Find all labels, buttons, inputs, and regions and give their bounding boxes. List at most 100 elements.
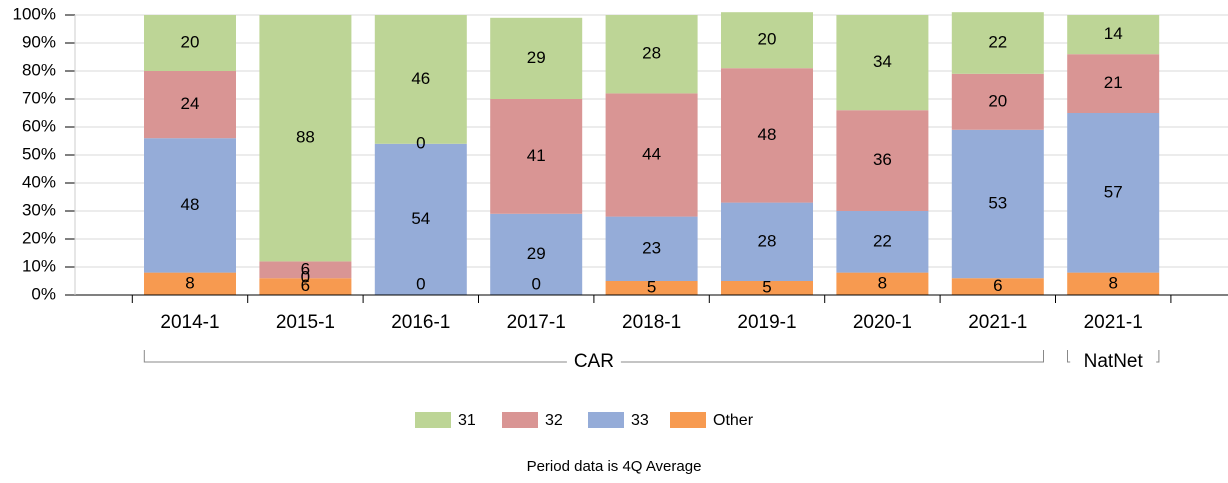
bar-segment <box>605 93 698 217</box>
bar-segment <box>721 68 813 203</box>
data-label: 57 <box>1104 182 1123 201</box>
group-label: NatNet <box>1084 351 1144 372</box>
data-label: 8 <box>878 273 887 292</box>
bar-segment <box>951 129 1044 279</box>
data-label: 22 <box>873 231 892 250</box>
bar-segment <box>605 216 698 281</box>
y-tick-label: 50% <box>22 144 56 163</box>
bar-segment <box>490 99 583 214</box>
data-label: 36 <box>873 150 892 169</box>
data-label: 6 <box>301 276 310 295</box>
x-tick-label: 2020-1 <box>853 312 912 333</box>
data-label: 14 <box>1104 24 1123 43</box>
x-tick-label: 2019-1 <box>737 312 796 333</box>
y-tick-label: 100% <box>13 4 56 23</box>
legend-label: 31 <box>458 412 476 429</box>
data-label: 28 <box>642 44 661 63</box>
bar-segment <box>144 138 236 273</box>
bar-segment <box>1067 54 1160 113</box>
bar-segment <box>836 15 929 111</box>
bar-segment <box>144 15 236 71</box>
y-tick-label: 60% <box>22 116 56 135</box>
bar-segment <box>605 15 698 94</box>
data-label: 46 <box>411 69 430 88</box>
legend-swatch <box>588 412 624 428</box>
y-tick-label: 80% <box>22 60 56 79</box>
bar-segment <box>490 17 583 99</box>
legend-swatch <box>670 412 706 428</box>
data-label: 34 <box>873 52 892 71</box>
y-tick-label: 0% <box>31 284 56 303</box>
y-tick-label: 40% <box>22 172 56 191</box>
bar-segment <box>951 278 1044 295</box>
data-label: 24 <box>181 94 200 113</box>
data-label: 20 <box>758 30 777 49</box>
bar-segment <box>836 211 929 273</box>
x-tick-label: 2021-1 <box>1084 312 1143 333</box>
data-label: 8 <box>1108 273 1117 292</box>
data-label: 29 <box>527 244 546 263</box>
x-tick-label: 2017-1 <box>507 312 566 333</box>
legend-label: Other <box>713 412 754 429</box>
data-label: 88 <box>296 128 315 147</box>
data-label: 8 <box>185 273 194 292</box>
legend-label: 33 <box>631 412 649 429</box>
bar-segment <box>836 272 929 295</box>
bar-segment <box>951 12 1044 74</box>
data-label: 5 <box>647 277 656 296</box>
x-tick-label: 2015-1 <box>276 312 335 333</box>
bar-segment <box>144 272 236 295</box>
data-label: 29 <box>527 48 546 67</box>
y-tick-label: 90% <box>22 32 56 51</box>
footnote: Period data is 4Q Average <box>527 458 702 475</box>
bar-segment <box>1067 113 1160 273</box>
y-tick-label: 70% <box>22 88 56 107</box>
bar-segment <box>721 202 813 281</box>
bar-segment <box>144 71 236 139</box>
data-label: 48 <box>181 195 200 214</box>
data-label: 20 <box>988 91 1007 110</box>
x-tick-label: 2018-1 <box>622 312 681 333</box>
bar-segment <box>605 281 698 295</box>
y-tick-label: 10% <box>22 256 56 275</box>
data-label: 6 <box>993 276 1002 295</box>
group-bracket <box>143 350 1044 363</box>
bar-segment <box>374 143 467 295</box>
group-label: CAR <box>574 351 614 372</box>
data-label: 20 <box>181 32 200 51</box>
bar-segment <box>1067 15 1160 55</box>
data-label: 0 <box>416 274 425 293</box>
bar-segment <box>259 261 352 279</box>
data-label: 22 <box>988 32 1007 51</box>
data-label: 28 <box>758 231 777 250</box>
data-label: 21 <box>1104 73 1123 92</box>
x-tick-label: 2014-1 <box>160 312 219 333</box>
bar-segment <box>721 12 813 69</box>
group-bracket <box>1067 350 1160 363</box>
data-label: 48 <box>758 125 777 144</box>
legend-swatch <box>502 412 538 428</box>
data-label: 0 <box>416 133 425 152</box>
data-label: 0 <box>301 268 310 287</box>
data-label: 23 <box>642 238 661 257</box>
bar-segment <box>374 15 467 144</box>
data-label: 54 <box>411 209 430 228</box>
data-label: 41 <box>527 146 546 165</box>
data-label: 6 <box>301 259 310 278</box>
bar-segment <box>836 110 929 211</box>
data-label: 44 <box>642 144 661 163</box>
data-label: 5 <box>762 277 771 296</box>
data-label: 0 <box>531 274 540 293</box>
bar-segment <box>951 73 1044 130</box>
legend-swatch <box>415 412 451 428</box>
y-tick-label: 30% <box>22 200 56 219</box>
x-tick-label: 2021-1 <box>968 312 1027 333</box>
bar-segment <box>259 278 352 295</box>
x-tick-label: 2016-1 <box>391 312 450 333</box>
data-label: 53 <box>988 193 1007 212</box>
bar-segment <box>1067 272 1160 295</box>
y-tick-label: 20% <box>22 228 56 247</box>
bar-segment <box>721 281 813 295</box>
bar-segment <box>259 15 352 262</box>
